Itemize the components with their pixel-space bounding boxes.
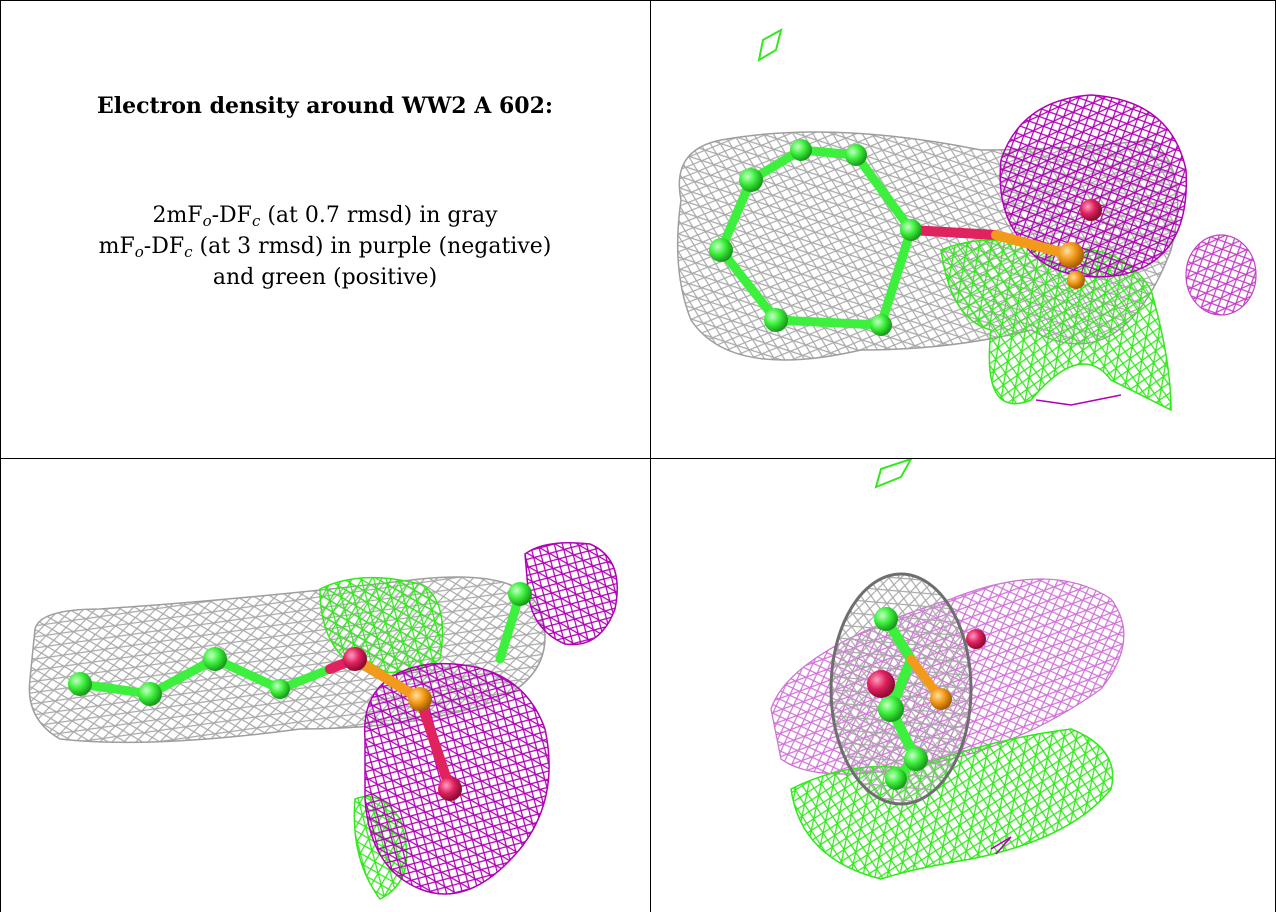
phosphate-oxygen-bond <box>415 694 455 794</box>
caption-title: Electron density around WW2 A 602: <box>96 93 554 119</box>
negative-density-mesh <box>999 94 1188 278</box>
view-bottom-left <box>0 459 650 912</box>
border-top <box>0 0 1276 1</box>
legend-line-gray: 2mFo-DFc (at 0.7 rmsd) in gray <box>0 200 650 231</box>
legend-diff-mid: -DF <box>143 234 185 259</box>
oxygen-atom <box>966 629 986 649</box>
carbon-atom <box>904 747 928 771</box>
negative-density-fragment <box>990 836 1012 855</box>
legend-gray-mid: -DF <box>211 203 252 228</box>
ester-bond <box>906 225 1001 240</box>
carbon-atom <box>885 768 907 790</box>
negative-density-mesh-small <box>1185 234 1257 316</box>
carbon-atom <box>138 682 162 706</box>
carbon-atom <box>508 582 532 606</box>
carbon-atom <box>68 672 92 696</box>
carbon-atom <box>764 308 788 332</box>
border-middle-horizontal <box>0 458 1276 459</box>
density-render-bottom-left <box>28 542 618 900</box>
legend-gray-post: (at 0.7 rmsd) in gray <box>260 203 498 228</box>
carbon-atom <box>874 607 898 631</box>
legend-gray-sub-c: c <box>251 212 261 230</box>
carbon-atom <box>203 647 227 671</box>
phosphorus-atom <box>1067 271 1085 289</box>
carbon-atom <box>270 679 290 699</box>
legend-diff-sub-c: c <box>184 243 193 261</box>
legend-line-positive: and green (positive) <box>212 265 438 290</box>
negative-density-mesh <box>524 542 618 646</box>
carbon-atom <box>845 144 867 166</box>
oxygen-atom <box>438 777 462 801</box>
positive-density-blob <box>874 459 913 489</box>
border-left <box>0 0 1 912</box>
carbon-atom <box>900 219 922 241</box>
density-render-bottom-right <box>770 459 1125 880</box>
legend-diff-post: (at 3 rmsd) in purple (negative) <box>192 234 552 259</box>
oxygen-atom <box>1080 199 1102 221</box>
phosphorus-atom <box>408 687 432 711</box>
view-top-right <box>651 0 1276 458</box>
caption-title-wrap: Electron density around WW2 A 602: <box>0 92 650 120</box>
phosphorus-atom <box>1058 242 1084 268</box>
view-bottom-right <box>651 459 1276 912</box>
legend-gray-sub-o: o <box>202 212 212 230</box>
legend-gray-pre: 2mF <box>152 203 203 228</box>
caption-cell: Electron density around WW2 A 602: 2mFo-… <box>0 0 650 458</box>
oxygen-atom <box>867 670 895 698</box>
negative-density-mesh <box>363 662 550 895</box>
legend-line-difference: mFo-DFc (at 3 rmsd) in purple (negative) <box>0 231 650 262</box>
carbon-atom <box>790 139 812 161</box>
positive-density-blob <box>757 28 783 62</box>
caption-legend: 2mFo-DFc (at 0.7 rmsd) in gray mFo-DFc (… <box>0 200 650 293</box>
carbon-atom <box>709 238 733 262</box>
border-middle-vertical <box>650 0 651 912</box>
phosphate-bond <box>350 654 425 704</box>
legend-diff-sub-o: o <box>134 243 144 261</box>
legend-diff-pre: mF <box>98 234 135 259</box>
phosphorus-atom <box>930 688 952 710</box>
carbon-atom <box>870 314 892 336</box>
carbon-atom <box>739 168 763 192</box>
density-render-top-right <box>676 28 1257 412</box>
carbon-atom <box>878 696 904 722</box>
oxygen-atom <box>343 647 367 671</box>
negative-density-fragment <box>1035 394 1122 406</box>
